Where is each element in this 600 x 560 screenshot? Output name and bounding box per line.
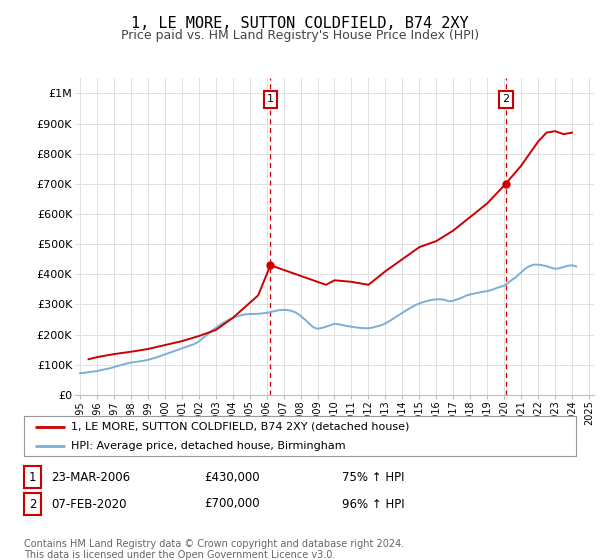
Text: 96% ↑ HPI: 96% ↑ HPI bbox=[342, 497, 404, 511]
Text: 2: 2 bbox=[502, 95, 509, 105]
Text: £700,000: £700,000 bbox=[204, 497, 260, 511]
Text: 2: 2 bbox=[29, 497, 36, 511]
Text: 1: 1 bbox=[267, 95, 274, 105]
Text: 1, LE MORE, SUTTON COLDFIELD, B74 2XY: 1, LE MORE, SUTTON COLDFIELD, B74 2XY bbox=[131, 16, 469, 31]
Text: 23-MAR-2006: 23-MAR-2006 bbox=[51, 470, 130, 484]
Text: 07-FEB-2020: 07-FEB-2020 bbox=[51, 497, 127, 511]
Text: 1, LE MORE, SUTTON COLDFIELD, B74 2XY (detached house): 1, LE MORE, SUTTON COLDFIELD, B74 2XY (d… bbox=[71, 422, 409, 432]
Text: £430,000: £430,000 bbox=[204, 470, 260, 484]
Text: HPI: Average price, detached house, Birmingham: HPI: Average price, detached house, Birm… bbox=[71, 441, 346, 450]
Text: Contains HM Land Registry data © Crown copyright and database right 2024.
This d: Contains HM Land Registry data © Crown c… bbox=[24, 539, 404, 560]
Text: Price paid vs. HM Land Registry's House Price Index (HPI): Price paid vs. HM Land Registry's House … bbox=[121, 29, 479, 42]
Text: 75% ↑ HPI: 75% ↑ HPI bbox=[342, 470, 404, 484]
Text: 1: 1 bbox=[29, 470, 36, 484]
